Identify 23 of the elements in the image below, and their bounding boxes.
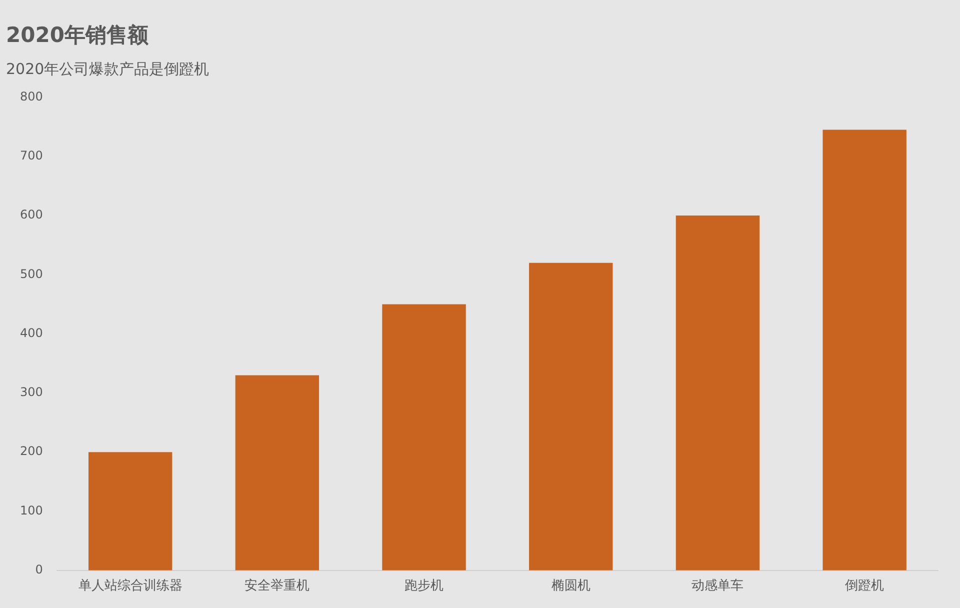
chart-subtitle: 2020年公司爆款产品是倒蹬机 — [6, 60, 210, 78]
x-tick-label: 动感单车 — [692, 578, 744, 594]
bar — [822, 130, 906, 570]
x-tick-label: 跑步机 — [404, 578, 444, 594]
y-tick-label: 100 — [20, 503, 43, 518]
x-tick-label: 安全举重机 — [244, 578, 310, 594]
y-tick-label: 500 — [20, 266, 43, 281]
bar — [529, 262, 613, 570]
y-tick-label: 800 — [20, 89, 43, 104]
y-tick-label: 200 — [20, 444, 43, 458]
y-tick-label: 0 — [35, 562, 43, 577]
y-tick-label: 700 — [20, 148, 43, 162]
bar — [676, 216, 760, 570]
bar — [382, 304, 466, 570]
x-tick-label: 倒蹬机 — [845, 578, 884, 594]
y-tick-label: 400 — [20, 326, 43, 340]
y-tick-label: 300 — [20, 385, 43, 400]
bar — [88, 452, 172, 570]
y-tick-label: 600 — [20, 208, 43, 222]
x-tick-label: 单人站综合训练器 — [78, 578, 182, 594]
x-tick-label: 椭圆机 — [551, 578, 590, 594]
bar — [235, 375, 320, 570]
chart-title: 2020年销售额 — [6, 23, 150, 48]
